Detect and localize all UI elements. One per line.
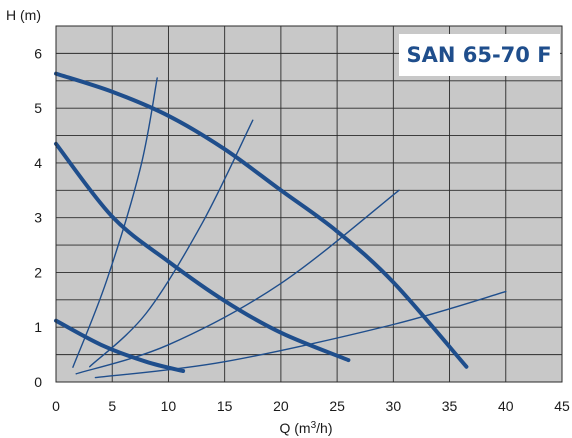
x-axis-label-sup: 3	[311, 420, 317, 431]
x-tick-label: 0	[52, 398, 60, 414]
pump-curve-2	[54, 141, 351, 363]
system-curve-7	[94, 290, 507, 379]
x-tick-label: 10	[161, 398, 177, 414]
title-box	[399, 34, 560, 76]
y-tick-label: 2	[34, 264, 42, 280]
x-tick-label: 15	[217, 398, 233, 414]
x-tick-label: 45	[554, 398, 570, 414]
x-axis-label-tail: /h)	[316, 420, 332, 436]
plot-area	[56, 26, 562, 382]
axes	[55, 25, 563, 383]
x-axis-label: Q (m3/h)	[279, 420, 332, 436]
system-curve-6	[75, 189, 400, 375]
pump-curve-3	[54, 318, 186, 373]
curve-group	[54, 71, 507, 379]
pump-curve-1	[54, 71, 469, 369]
x-axis-label-base: Q (m	[279, 420, 310, 436]
x-tick-label: 20	[273, 398, 289, 414]
y-tick-label: 0	[34, 374, 42, 390]
y-tick-label: 6	[34, 45, 42, 61]
plot-frame	[55, 25, 563, 383]
plot-background	[56, 26, 562, 382]
x-tick-label: 30	[386, 398, 402, 414]
system-curve-4	[72, 77, 158, 368]
y-tick-label: 5	[34, 100, 42, 116]
x-tick-label: 5	[108, 398, 116, 414]
y-axis-label: H (m)	[6, 7, 41, 23]
x-tick-label: 40	[498, 398, 514, 414]
y-tick-labels: 0 1 2 3 4 5 6	[34, 45, 42, 390]
y-tick-label: 1	[34, 319, 42, 335]
system-curve-5	[89, 119, 254, 368]
chart-title: SAN 65-70 F	[406, 43, 551, 67]
x-tick-label: 25	[329, 398, 345, 414]
y-tick-label: 4	[34, 155, 42, 171]
y-tick-label: 3	[34, 210, 42, 226]
x-tick-label: 35	[442, 398, 458, 414]
x-tick-labels: 0 5 10 15 20 25 30 35 40 45	[52, 398, 570, 414]
